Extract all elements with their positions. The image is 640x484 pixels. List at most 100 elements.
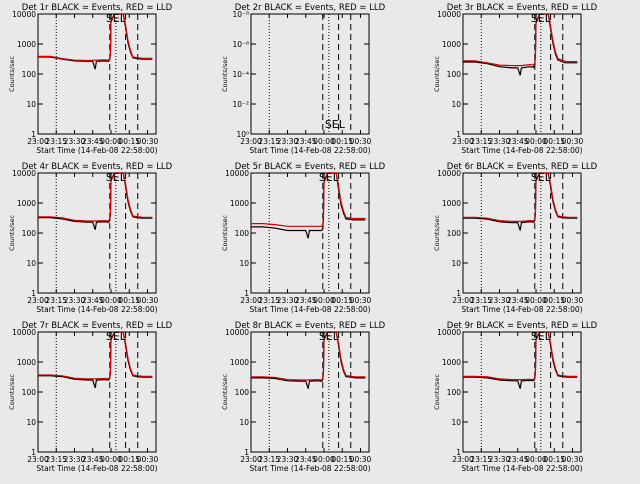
y-tick-label: 100 <box>235 388 250 397</box>
x-tick-label: 23:15 <box>258 296 280 305</box>
y-tick-label: 10⁻² <box>232 100 249 109</box>
y-tick-label: 100 <box>447 229 462 238</box>
sel-annotation: SEL <box>106 12 127 25</box>
x-tick-label: 23:30 <box>64 137 86 146</box>
y-tick-label: 1000 <box>230 199 249 208</box>
panel-title: Det 3r BLACK = Events, RED = LLD <box>447 3 598 13</box>
x-axis-label: Start Time (14-Feb-08 22:58:00) <box>36 146 157 155</box>
panel-det2: Det 2r BLACK = Events, RED = LLD23:0023:… <box>221 3 386 155</box>
x-tick-label: 23:00 <box>27 455 49 464</box>
sel-annotation: SEL <box>319 330 340 343</box>
x-axis-label: Start Time (14-Feb-08 22:58:00) <box>461 146 582 155</box>
panel-det9: Det 9r BLACK = Events, RED = LLD23:0023:… <box>433 321 598 473</box>
x-tick-label: 23:00 <box>452 137 474 146</box>
x-tick-label: 00:15 <box>331 137 353 146</box>
y-tick-label: 1 <box>244 289 249 298</box>
y-tick-label: 10000 <box>437 169 461 178</box>
x-tick-label: 23:00 <box>240 137 262 146</box>
x-tick-label: 00:15 <box>118 137 140 146</box>
panel-title: Det 9r BLACK = Events, RED = LLD <box>447 321 598 331</box>
y-tick-label: 100 <box>22 70 37 79</box>
y-tick-label: 1000 <box>442 199 461 208</box>
y-tick-label: 10000 <box>12 10 36 19</box>
x-tick-label: 00:00 <box>313 455 335 464</box>
x-tick-label: 23:15 <box>45 137 67 146</box>
x-tick-label: 00:00 <box>525 455 547 464</box>
x-tick-label: 23:00 <box>240 296 262 305</box>
sel-annotation: SEL <box>325 118 346 131</box>
series-line-red <box>463 13 578 67</box>
x-tick-label: 00:00 <box>525 137 547 146</box>
x-tick-label: 00:30 <box>562 296 584 305</box>
panel-title: Det 7r BLACK = Events, RED = LLD <box>22 321 173 331</box>
panel-det7: Det 7r BLACK = Events, RED = LLD23:0023:… <box>8 321 173 473</box>
x-tick-label: 00:30 <box>350 137 372 146</box>
x-axis-label: Start Time (14-Feb-08 22:58:00) <box>461 464 582 473</box>
x-tick-label: 23:15 <box>470 137 492 146</box>
x-tick-label: 23:15 <box>470 455 492 464</box>
y-tick-label: 10000 <box>12 328 36 337</box>
x-axis-label: Start Time (14-Feb-08 22:58:00) <box>36 305 157 314</box>
series-line-red <box>38 172 153 222</box>
y-axis-label: Counts/sec <box>8 374 16 410</box>
y-tick-label: 100 <box>447 388 462 397</box>
y-tick-label: 10000 <box>12 169 36 178</box>
y-tick-label: 1 <box>31 130 36 139</box>
y-tick-label: 1000 <box>442 358 461 367</box>
x-tick-label: 00:30 <box>350 296 372 305</box>
y-tick-label: 1 <box>31 448 36 457</box>
x-tick-label: 23:00 <box>452 455 474 464</box>
panel-det6: Det 6r BLACK = Events, RED = LLD23:0023:… <box>433 162 598 314</box>
panel-det1: Det 1r BLACK = Events, RED = LLD23:0023:… <box>8 3 173 155</box>
x-tick-label: 00:00 <box>100 455 122 464</box>
x-tick-label: 23:15 <box>45 455 67 464</box>
y-tick-label: 100 <box>235 229 250 238</box>
x-tick-label: 23:30 <box>277 137 299 146</box>
x-tick-label: 23:15 <box>258 455 280 464</box>
sel-annotation: SEL <box>106 330 127 343</box>
y-tick-label: 1000 <box>442 40 461 49</box>
x-tick-label: 00:15 <box>543 455 565 464</box>
sel-annotation: SEL <box>531 330 552 343</box>
x-tick-label: 23:45 <box>507 455 529 464</box>
y-tick-label: 10⁻⁴ <box>232 70 249 79</box>
x-tick-label: 00:00 <box>100 296 122 305</box>
x-tick-label: 23:15 <box>258 137 280 146</box>
x-tick-label: 00:15 <box>543 296 565 305</box>
x-tick-label: 00:00 <box>313 296 335 305</box>
y-tick-label: 1000 <box>17 358 36 367</box>
y-tick-label: 100 <box>22 229 37 238</box>
y-tick-label: 1000 <box>230 358 249 367</box>
y-tick-label: 1000 <box>17 199 36 208</box>
y-tick-label: 10000 <box>225 328 249 337</box>
x-tick-label: 23:30 <box>489 455 511 464</box>
y-tick-label: 10000 <box>437 328 461 337</box>
x-tick-label: 00:00 <box>313 137 335 146</box>
y-tick-label: 1000 <box>17 40 36 49</box>
panel-title: Det 2r BLACK = Events, RED = LLD <box>235 3 386 13</box>
x-tick-label: 00:30 <box>137 137 159 146</box>
y-axis-label: Counts/sec <box>433 215 441 251</box>
y-tick-label: 10⁰ <box>236 130 249 139</box>
x-tick-label: 00:30 <box>562 455 584 464</box>
y-tick-label: 100 <box>447 70 462 79</box>
x-tick-label: 23:45 <box>82 455 104 464</box>
y-axis-label: Counts/sec <box>8 56 16 92</box>
y-tick-label: 1 <box>244 448 249 457</box>
series-line-red <box>38 331 153 380</box>
sel-annotation: SEL <box>531 171 552 184</box>
y-tick-label: 1 <box>456 289 461 298</box>
x-tick-label: 00:00 <box>100 137 122 146</box>
y-tick-label: 1 <box>456 130 461 139</box>
x-tick-label: 00:30 <box>137 455 159 464</box>
x-tick-label: 00:15 <box>543 137 565 146</box>
y-tick-label: 10 <box>26 259 36 268</box>
panel-det8: Det 8r BLACK = Events, RED = LLD23:0023:… <box>221 321 386 473</box>
y-axis-label: Counts/sec <box>221 215 229 251</box>
x-tick-label: 23:00 <box>452 296 474 305</box>
x-tick-label: 00:30 <box>350 455 372 464</box>
y-axis-label: Counts/sec <box>8 215 16 251</box>
